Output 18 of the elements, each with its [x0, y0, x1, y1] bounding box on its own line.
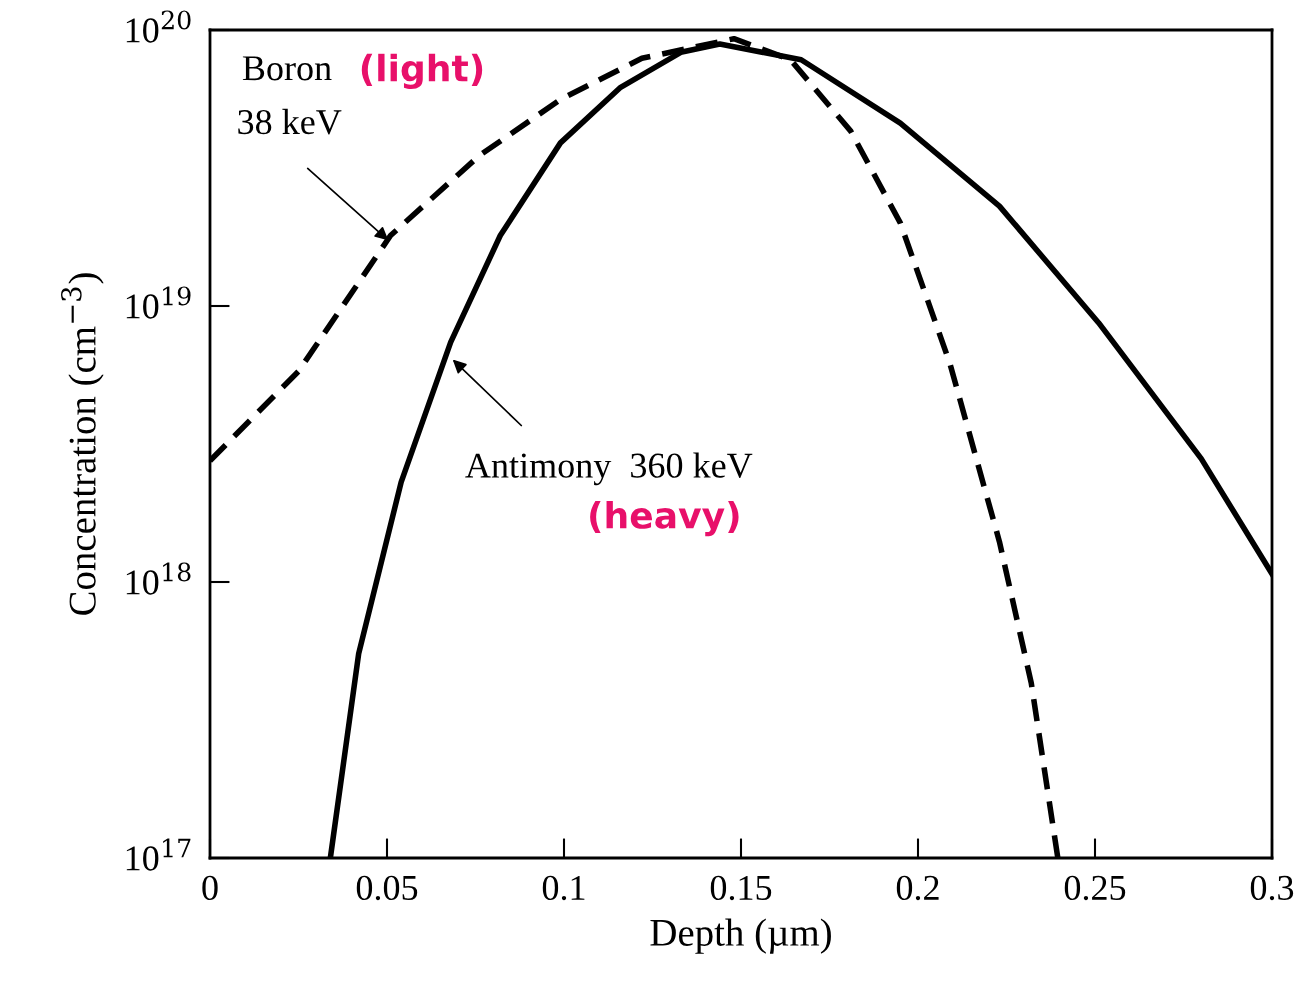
annotation: (light): [361, 53, 483, 90]
x-axis-title: Depth (µm): [650, 918, 831, 954]
annotation: 38 keV: [238, 108, 342, 135]
y-axis-title: Concentration (cm$^{−3}$): [61, 273, 104, 615]
x-tick-label: 0.25: [1064, 875, 1126, 901]
x-tick-label: 0.15: [710, 875, 772, 901]
x-tick-label: 0.2: [896, 875, 939, 901]
x-tick-label: 0.3: [1250, 875, 1294, 901]
annotation: (heavy): [590, 500, 739, 537]
y-tick-label: 10$^{18}$: [126, 562, 191, 595]
annotation: Antimony 360 keV: [465, 452, 753, 486]
y-tick-label: 10$^{17}$: [126, 838, 191, 871]
x-tick-label: 0.05: [356, 875, 418, 901]
y-tick-label: 10$^{19}$: [126, 286, 191, 319]
y-tick-label: 10$^{20}$: [126, 10, 191, 43]
x-tick-label: 0: [202, 875, 218, 901]
x-tick-label: 0.1: [542, 875, 585, 901]
annotation: Boron: [242, 56, 332, 81]
